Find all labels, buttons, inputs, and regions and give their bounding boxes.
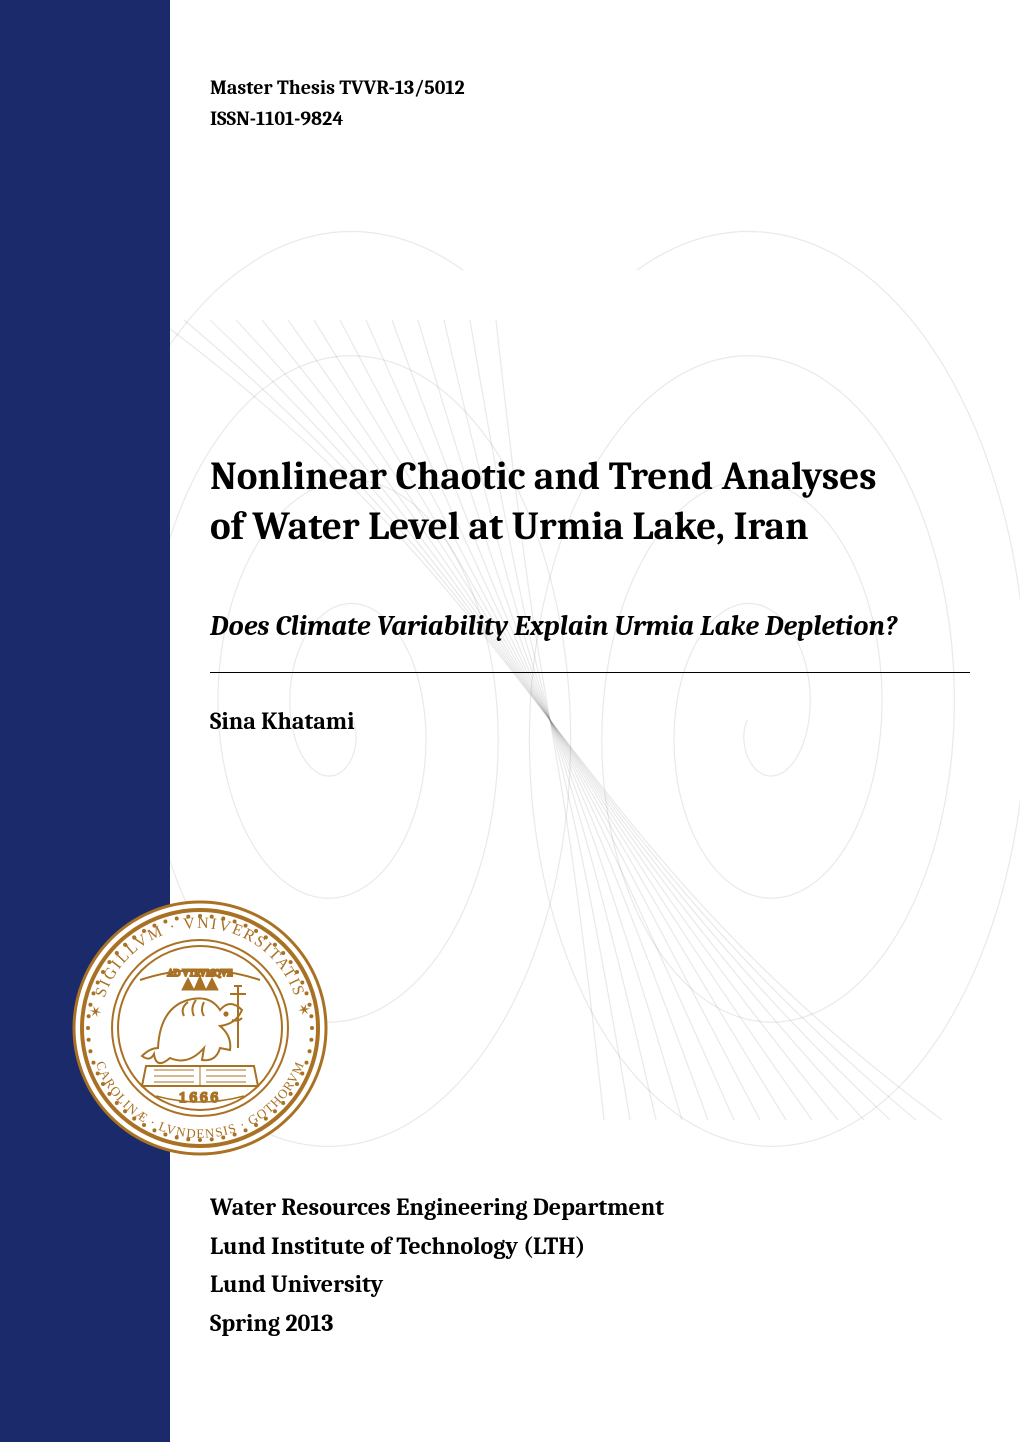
- footer-university: Lund University: [210, 1265, 664, 1303]
- thesis-cover-page: Master Thesis TVVR-13/5012 ISSN-1101-982…: [0, 0, 1020, 1442]
- svg-text:1666: 1666: [179, 1090, 221, 1106]
- issn: ISSN-1101-9824: [210, 103, 960, 134]
- sidebar-accent-bar: [0, 0, 170, 1442]
- footer-date: Spring 2013: [210, 1304, 664, 1342]
- thesis-code: Master Thesis TVVR-13/5012: [210, 72, 960, 103]
- title-line-1: Nonlinear Chaotic and Trend Analyses: [210, 452, 960, 502]
- lund-seal-icon: ✶ SIGILLVM · VNIVERSITATIS ✶ CAROLINÆ · …: [70, 898, 330, 1158]
- title-divider: [210, 672, 970, 673]
- header-block: Master Thesis TVVR-13/5012 ISSN-1101-982…: [210, 72, 960, 134]
- footer-institute: Lund Institute of Technology (LTH): [210, 1227, 664, 1265]
- footer-block: Water Resources Engineering Department L…: [210, 1188, 664, 1342]
- title-block: Nonlinear Chaotic and Trend Analyses of …: [210, 452, 960, 552]
- footer-department: Water Resources Engineering Department: [210, 1188, 664, 1226]
- title-line-2: of Water Level at Urmia Lake, Iran: [210, 502, 960, 552]
- university-seal: ✶ SIGILLVM · VNIVERSITATIS ✶ CAROLINÆ · …: [70, 898, 330, 1158]
- author-name: Sina Khatami: [210, 707, 960, 735]
- subtitle: Does Climate Variability Explain Urmia L…: [210, 610, 960, 642]
